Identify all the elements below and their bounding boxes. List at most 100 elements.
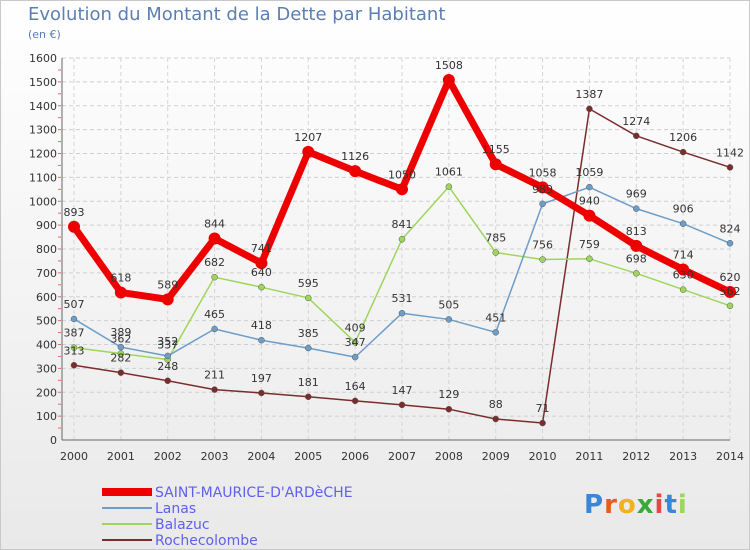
data-point <box>398 309 406 317</box>
data-label: 362 <box>110 333 131 346</box>
data-label: 387 <box>64 327 85 340</box>
data-point <box>211 386 218 393</box>
data-label: 409 <box>345 321 366 334</box>
data-label: 71 <box>536 402 550 415</box>
data-point <box>539 419 546 427</box>
data-label: 181 <box>298 376 319 389</box>
data-label: 620 <box>720 271 741 284</box>
data-label: 844 <box>204 217 225 230</box>
data-label: 1274 <box>622 115 650 128</box>
data-point <box>539 200 546 208</box>
y-tick-label: 1400 <box>29 100 57 113</box>
y-tick-label: 800 <box>36 243 57 256</box>
data-point <box>445 405 453 413</box>
data-point <box>305 393 312 401</box>
data-point <box>586 255 593 263</box>
legend-label: Balazuc <box>155 517 210 533</box>
y-tick-label: 1500 <box>29 76 57 89</box>
data-label: 531 <box>392 292 413 305</box>
legend-label: Rochecolombe <box>155 533 258 549</box>
data-label: 1142 <box>716 146 744 159</box>
data-label: 756 <box>532 239 553 252</box>
data-label: 147 <box>392 384 413 397</box>
y-tick-label: 900 <box>36 219 57 232</box>
data-label: 618 <box>110 271 131 284</box>
data-label: 164 <box>345 380 366 393</box>
data-label: 1126 <box>341 150 369 163</box>
y-tick-label: 200 <box>36 386 57 399</box>
x-tick-label: 2002 <box>154 450 182 463</box>
data-label: 248 <box>157 360 178 373</box>
data-label: 940 <box>579 195 600 208</box>
data-label: 841 <box>392 218 413 231</box>
data-point <box>633 132 640 140</box>
data-point <box>398 401 406 409</box>
data-point <box>208 232 221 245</box>
data-label: 1059 <box>575 166 603 179</box>
data-label: 813 <box>626 225 647 238</box>
data-point <box>211 273 218 281</box>
data-label: 1058 <box>529 166 557 179</box>
chart-subtitle: (en €) <box>28 28 61 41</box>
data-label: 682 <box>204 256 225 269</box>
data-label: 507 <box>64 298 85 311</box>
data-point <box>255 257 268 270</box>
y-tick-label: 100 <box>36 410 57 423</box>
data-label: 451 <box>485 311 506 324</box>
data-label: 595 <box>298 277 319 290</box>
data-point <box>492 329 499 336</box>
data-label: 1061 <box>435 166 463 179</box>
y-tick-label: 300 <box>36 362 57 375</box>
data-point <box>211 325 218 333</box>
data-point <box>586 105 593 113</box>
data-label: 969 <box>626 188 647 201</box>
data-point <box>679 286 687 293</box>
data-point <box>68 220 80 233</box>
x-tick-label: 2006 <box>341 450 369 463</box>
x-tick-label: 2013 <box>669 450 697 463</box>
data-point <box>679 220 687 227</box>
data-point <box>258 389 265 397</box>
data-point <box>633 205 640 212</box>
x-tick-label: 2014 <box>716 450 744 463</box>
y-tick-label: 1300 <box>29 124 57 137</box>
data-label: 129 <box>438 388 459 401</box>
data-label: 1207 <box>294 131 322 144</box>
data-point <box>114 286 127 299</box>
data-point <box>396 183 408 196</box>
data-point <box>536 181 549 194</box>
x-tick-label: 2012 <box>622 450 650 463</box>
data-label: 759 <box>579 238 600 251</box>
data-label: 989 <box>532 183 553 196</box>
data-label: 562 <box>720 285 741 298</box>
data-point <box>726 164 734 171</box>
data-label: 282 <box>110 352 131 365</box>
data-point <box>164 377 171 385</box>
data-point <box>70 344 78 351</box>
data-point <box>492 415 499 423</box>
data-label: 1387 <box>575 88 603 101</box>
x-tick-label: 2004 <box>247 450 275 463</box>
data-point <box>445 316 453 323</box>
data-label: 313 <box>64 344 85 357</box>
data-point <box>445 183 453 190</box>
data-point <box>724 285 736 298</box>
data-point <box>117 350 125 357</box>
data-label: 337 <box>157 339 178 352</box>
x-tick-label: 2008 <box>435 450 463 463</box>
y-tick-label: 700 <box>36 267 57 280</box>
legend-label: SAINT-MAURICE-D'ARDèCHE <box>155 485 353 501</box>
x-tick-label: 2007 <box>388 450 416 463</box>
data-label: 714 <box>673 249 694 262</box>
data-point <box>489 158 502 171</box>
data-point <box>726 240 734 247</box>
data-point <box>351 353 359 361</box>
data-label: 347 <box>345 336 366 349</box>
data-label: 1050 <box>388 168 416 181</box>
data-point <box>351 397 359 405</box>
x-tick-label: 2011 <box>575 450 603 463</box>
data-point <box>349 165 362 178</box>
data-point <box>161 293 174 306</box>
data-point <box>302 145 315 158</box>
